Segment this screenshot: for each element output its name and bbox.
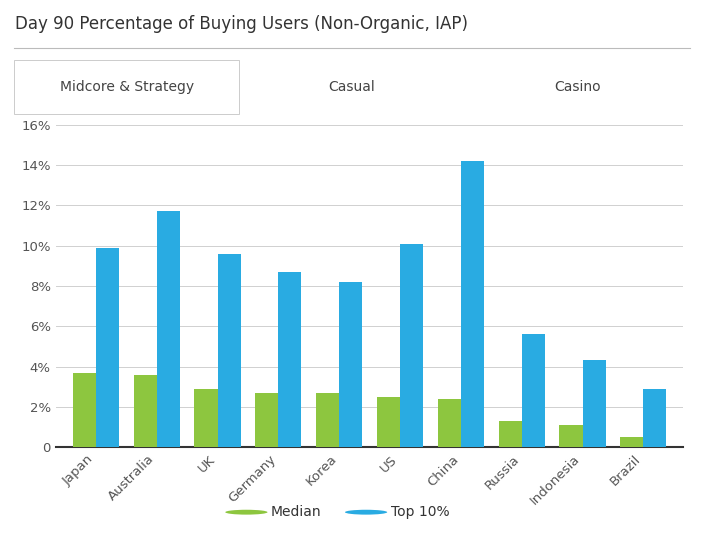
Bar [643, 389, 667, 447]
Bar [134, 375, 157, 447]
Bar [256, 393, 278, 447]
FancyBboxPatch shape [14, 60, 239, 114]
Bar [522, 334, 545, 447]
Bar [461, 161, 484, 447]
Bar [157, 211, 180, 447]
Bar [316, 393, 339, 447]
Bar [400, 243, 423, 447]
Bar [73, 372, 96, 447]
Bar [498, 421, 522, 447]
Bar [339, 282, 363, 447]
Bar [582, 360, 605, 447]
Bar [194, 389, 218, 447]
Bar [278, 272, 301, 447]
Text: Midcore & Strategy: Midcore & Strategy [60, 80, 194, 94]
Ellipse shape [225, 509, 268, 515]
Bar [96, 248, 119, 447]
Text: Day 90 Percentage of Buying Users (Non-Organic, IAP): Day 90 Percentage of Buying Users (Non-O… [15, 15, 468, 33]
Text: Top 10%: Top 10% [391, 505, 449, 519]
Text: Casual: Casual [329, 80, 375, 94]
Bar [438, 399, 461, 447]
Bar [377, 397, 400, 447]
Ellipse shape [345, 509, 387, 515]
Bar [218, 254, 241, 447]
Bar [620, 437, 643, 447]
Text: Median: Median [271, 505, 322, 519]
Bar [560, 425, 582, 447]
Text: Casino: Casino [554, 80, 601, 94]
